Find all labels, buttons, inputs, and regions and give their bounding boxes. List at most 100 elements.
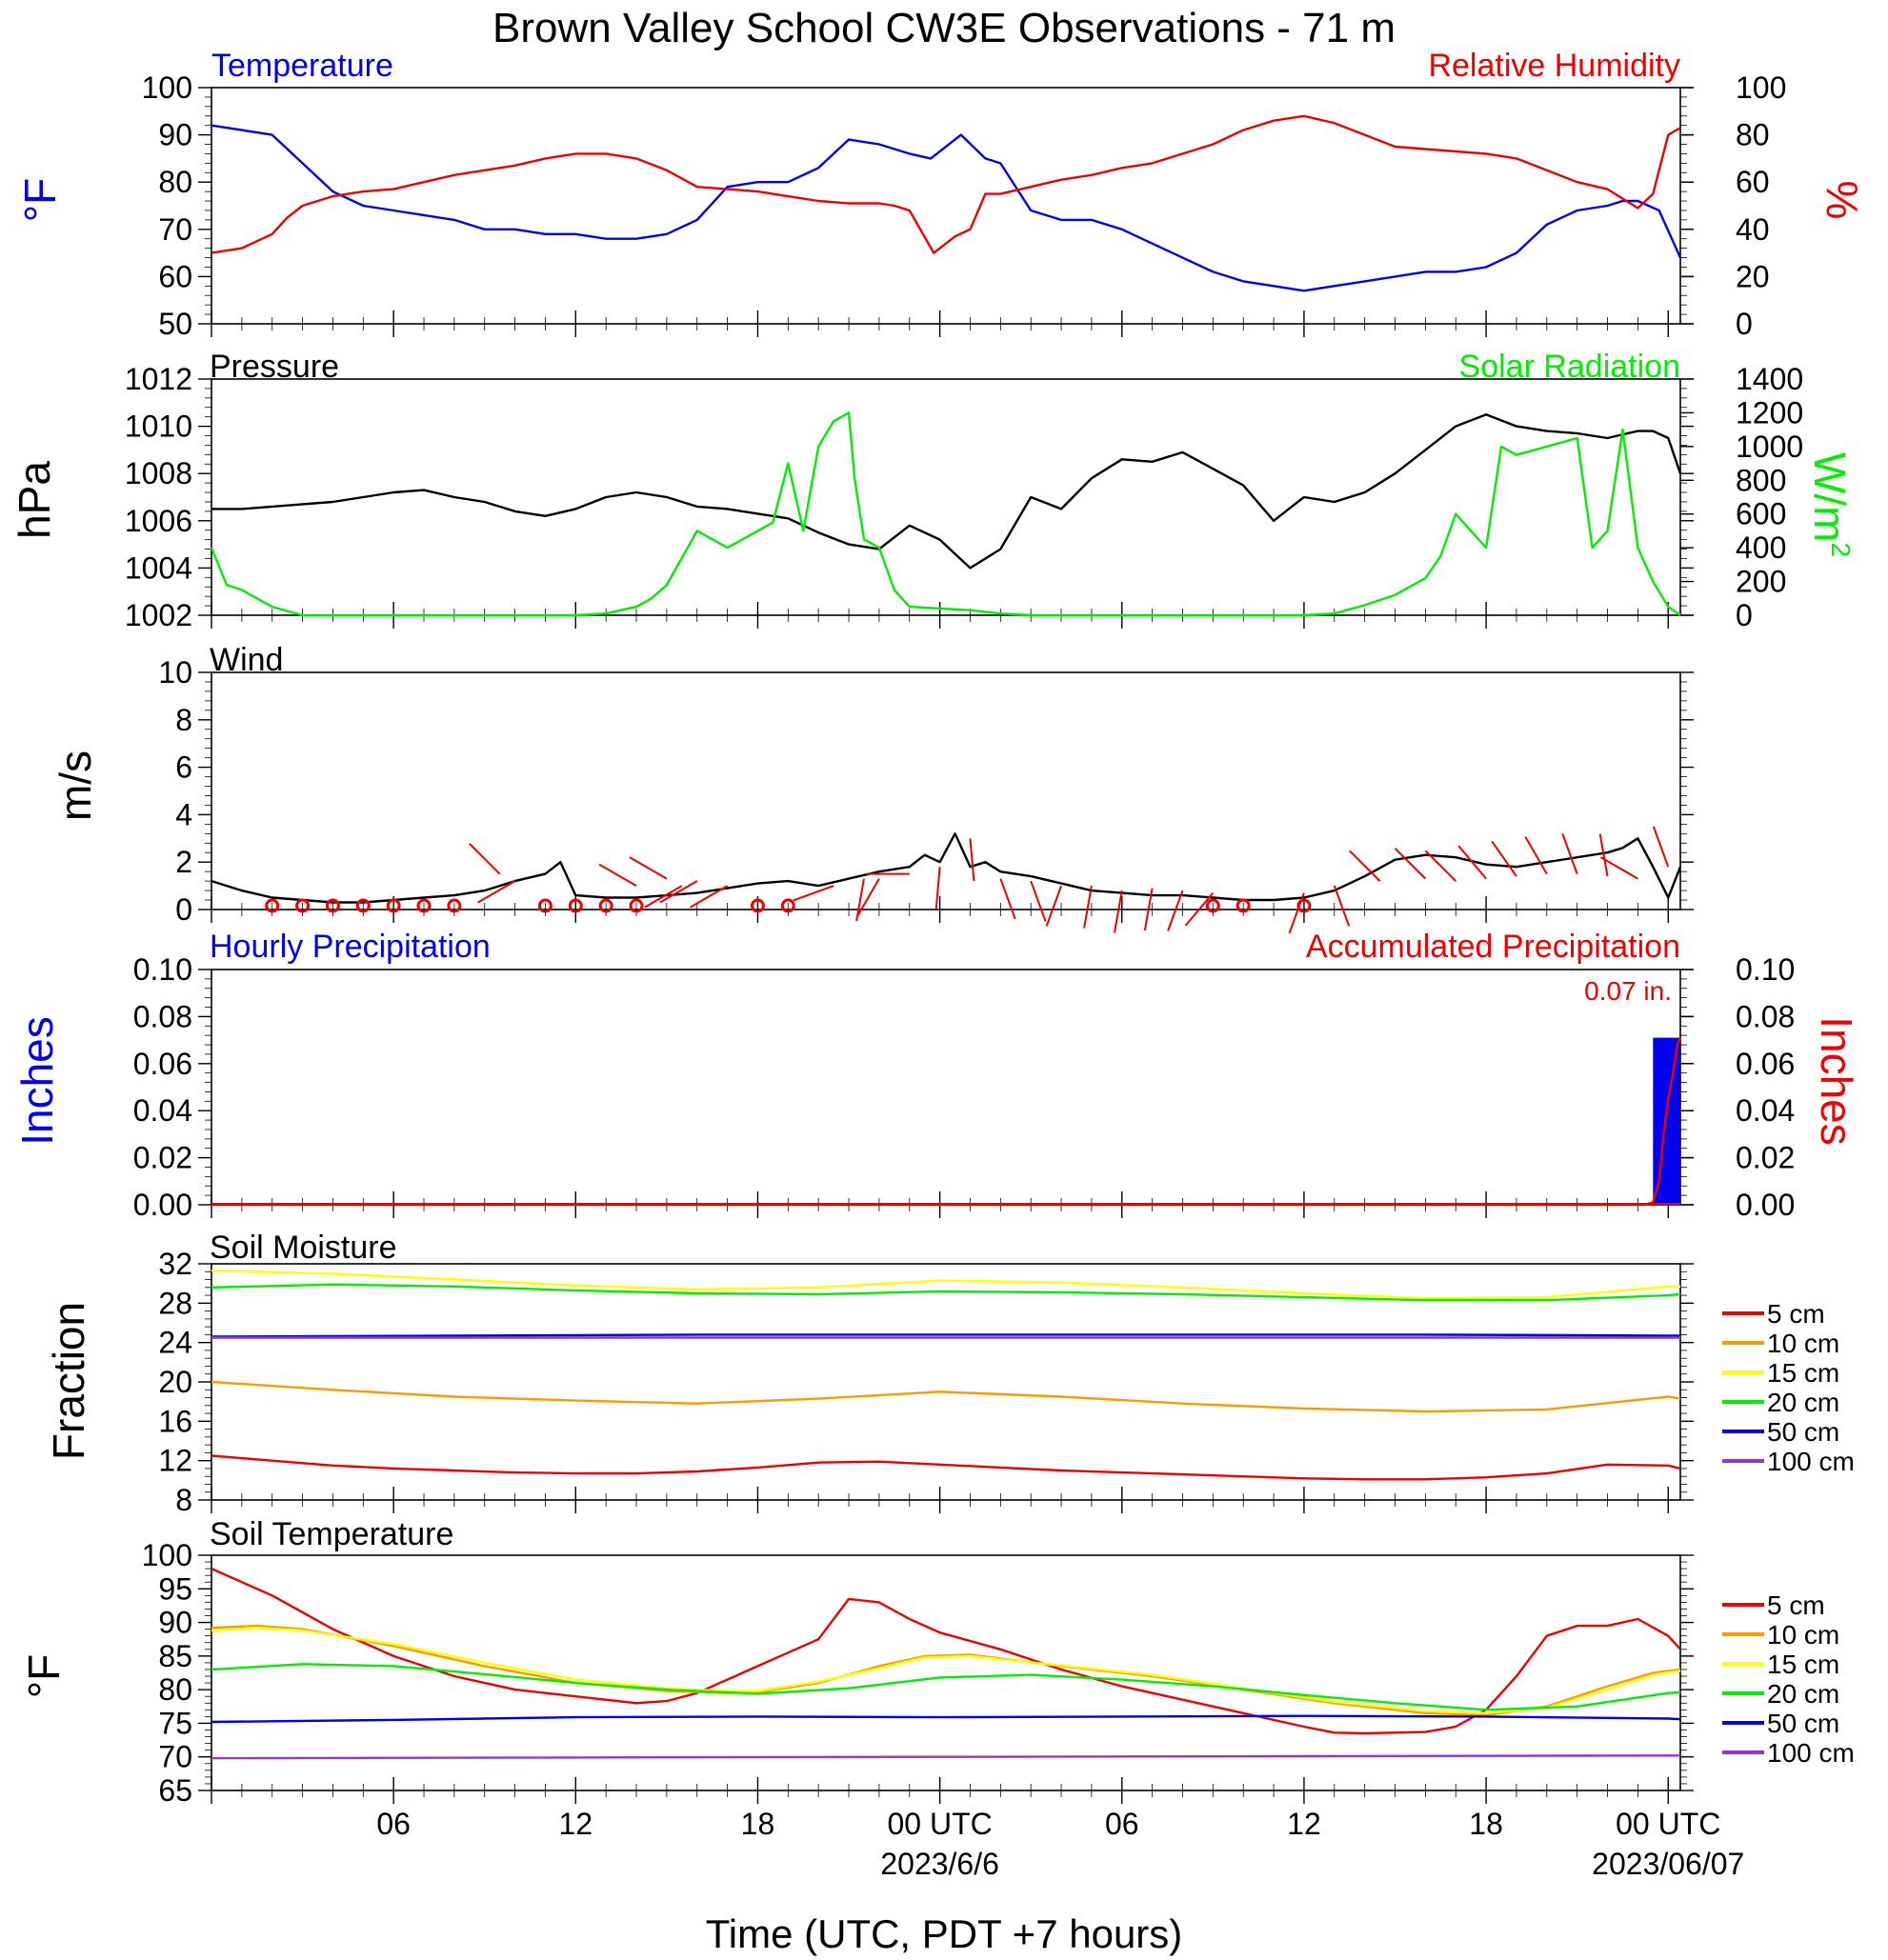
y-tick-label-left: 100 (142, 1538, 192, 1572)
y-tick-label-left: 0.02 (133, 1141, 192, 1175)
y-tick-label-right: 800 (1736, 463, 1786, 497)
wind-barb (1491, 840, 1517, 877)
legend-label: 15 cm (1767, 1358, 1839, 1388)
legend-label: 5 cm (1767, 1299, 1825, 1329)
y-tick-label-left: 24 (158, 1326, 192, 1360)
y-tick-label-right: 0 (1736, 307, 1753, 341)
panel-temp-rh: Temperature Relative Humidity °F % (15, 48, 1867, 222)
plot-frame (211, 671, 1681, 910)
wind-barb (1652, 826, 1670, 868)
y-tick-label-right: 100 (1736, 70, 1786, 105)
wind-barb (1333, 885, 1351, 927)
y-tick-label-left: 0.00 (133, 1188, 192, 1222)
y-tick-label-right: 0.06 (1736, 1047, 1795, 1081)
panel-plot-wind: 10 8 6 4 2 0 (158, 655, 1694, 934)
wind-barb (1143, 888, 1154, 931)
series-line-pressure_solar-black (211, 413, 1682, 570)
y-tick-label-right: 20 (1736, 259, 1770, 293)
wind-barb (934, 867, 941, 910)
series-line-soil_temp-15cm (211, 1626, 1681, 1715)
calm-wind-marker (355, 898, 371, 913)
wind-barb (1167, 890, 1184, 931)
wind-barb (1288, 892, 1305, 934)
chart-title: Brown Valley School CW3E Observations - … (492, 5, 1396, 51)
y-tick-label-right: 600 (1736, 497, 1786, 531)
series-line-soil_temp-100cm (211, 1754, 1681, 1760)
wind-barb (1561, 833, 1578, 874)
legend-label: 50 cm (1767, 1709, 1839, 1738)
panel-plot-temp_rh: 100 90 80 70 60 50 100 80 60 40 20 0 (142, 70, 1787, 341)
x-tick-label: 06 (376, 1807, 411, 1841)
y-tick-label-left: 70 (158, 212, 192, 247)
panel-pressure-solar: Pressure Solar Radiation hPa W/m2 (10, 349, 1856, 557)
y-tick-label-left: 8 (175, 1483, 192, 1517)
series-line-soil_moisture-50cm (211, 1333, 1680, 1338)
y-tick-label-left: 70 (158, 1740, 192, 1774)
wind-barb (598, 863, 637, 887)
y-tick-label-left: 10 (158, 655, 192, 690)
legend-label: 20 cm (1767, 1679, 1839, 1709)
x-tick-label: 06 (1105, 1807, 1139, 1841)
y-tick-label-right: 400 (1736, 530, 1786, 565)
panel-soil-temperature: Soil Temperature °F (19, 1516, 453, 1698)
series-line-pressure_solar-green (210, 411, 1681, 617)
wind-barb (1349, 850, 1381, 882)
y-tick-label-right: 40 (1736, 212, 1770, 247)
ylabel-solar-radiation: W/m2 (1805, 452, 1856, 557)
series-line-soil_moisture-5cm (211, 1454, 1681, 1481)
legend-label: 20 cm (1767, 1388, 1839, 1417)
wind-barb (999, 878, 1016, 920)
ylabel-wind: m/s (50, 750, 100, 821)
wind-barb (1045, 885, 1063, 927)
legend-label: 50 cm (1767, 1417, 1839, 1447)
ylabel-solar-unit: W/m (1805, 452, 1855, 543)
y-tick-label-left: 50 (158, 307, 192, 341)
wind-barb (1113, 890, 1123, 933)
x-tick-label: 00 UTC (888, 1807, 993, 1841)
calm-wind-marker (295, 898, 311, 913)
precip-total-annotation: 0.07 in. (1584, 976, 1672, 1006)
wind-barb (969, 838, 975, 882)
ylabel-pressure: hPa (10, 461, 59, 539)
panel-precip: Hourly Precipitation Accumulated Precipi… (12, 929, 1861, 1146)
series-line-soil_temp-5cm (211, 1568, 1681, 1735)
y-tick-label-left: 0.08 (133, 999, 192, 1033)
wind-barb (1394, 848, 1427, 880)
y-tick-label-right: 0.04 (1736, 1093, 1795, 1128)
calm-wind-marker (416, 898, 432, 913)
y-tick-label-left: 12 (158, 1444, 192, 1478)
calm-wind-marker (537, 898, 552, 913)
wind-barb (690, 885, 729, 909)
ylabel-solar-sup: 2 (1826, 542, 1856, 557)
y-tick-label-left: 1006 (125, 504, 192, 538)
panel-title-relative-humidity: Relative Humidity (1428, 48, 1680, 84)
precip-bar (1653, 1037, 1680, 1205)
wind-barb (856, 878, 880, 917)
y-tick-label-right: 1000 (1736, 430, 1803, 464)
series-line-soil_temp-50cm (211, 1714, 1681, 1724)
panel-plot-precip: 0.10 0.08 0.06 0.04 0.02 0.00 0.10 0.08 0.06 0.04… (133, 952, 1796, 1222)
ylabel-temperature: °F (15, 178, 65, 223)
series-line-soil_moisture-20cm (211, 1283, 1681, 1302)
y-tick-label-right: 0 (1736, 598, 1753, 632)
wind-barb (793, 885, 834, 902)
wind-barb (1083, 885, 1093, 929)
wind-barb (469, 843, 501, 875)
wind-barb (659, 880, 698, 904)
panel-soil-moisture: Soil Moisture Fraction (44, 1230, 397, 1460)
calm-wind-marker (325, 898, 340, 913)
legend-label: 10 cm (1767, 1620, 1839, 1650)
y-tick-label-left: 0.06 (133, 1047, 192, 1081)
wind-barb (1184, 891, 1215, 927)
panel-title-soil-temperature: Soil Temperature (210, 1516, 453, 1552)
y-tick-label-left: 80 (158, 165, 192, 199)
x-tick-date: 2023/06/07 (1592, 1847, 1744, 1881)
series-line-soil_moisture-15cm (211, 1270, 1680, 1300)
y-tick-label-right: 60 (1736, 165, 1770, 199)
y-tick-label-left: 75 (158, 1706, 192, 1740)
panel-plot-pressure_solar: 1012 1010 1008 1006 1004 1002 1400120010008006… (125, 362, 1803, 632)
y-tick-label-left: 100 (142, 70, 192, 105)
